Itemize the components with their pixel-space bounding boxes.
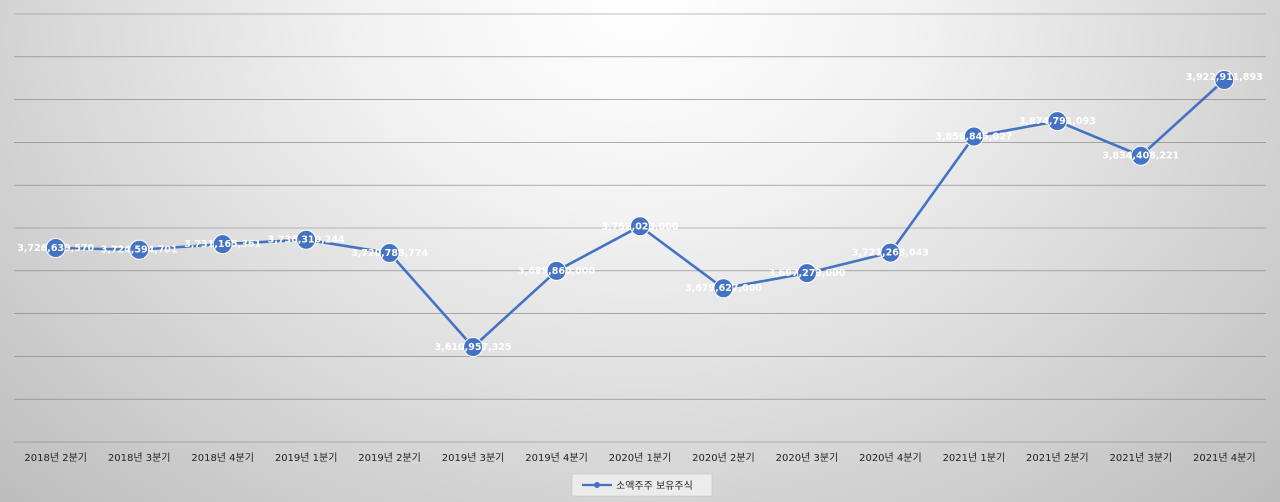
data-point <box>880 242 901 263</box>
x-tick-label: 2018년 3분기 <box>108 452 171 464</box>
data-label: 3,856,845,027 <box>935 132 1012 143</box>
legend-box <box>571 473 713 497</box>
data-label: 3,874,791,093 <box>1019 116 1096 127</box>
data-point <box>129 239 150 260</box>
x-tick-label: 2019년 3분기 <box>442 452 505 464</box>
x-tick-label: 2019년 2분기 <box>358 452 421 464</box>
data-label: 3,724,594,701 <box>101 245 178 256</box>
data-point <box>1214 69 1235 90</box>
x-tick-label: 2018년 2분기 <box>24 452 87 464</box>
data-label: 3,834,408,221 <box>1102 151 1179 162</box>
data-label: 3,736,310,244 <box>268 235 345 246</box>
series-line-group: 3,726,639,570 3,724,594,701 3,731,165,361 3… <box>17 69 1263 358</box>
x-axis: 2018년 2분기 2018년 3분기 2018년 4분기 2019년 1분기 2019… <box>24 452 1255 464</box>
data-label: 3,731,165,361 <box>184 239 261 250</box>
x-tick-label: 2020년 3분기 <box>776 452 839 464</box>
x-tick-label: 2020년 4분기 <box>859 452 922 464</box>
legend-marker-swatch <box>594 482 600 488</box>
data-point <box>630 216 650 237</box>
x-tick-label: 2018년 4분기 <box>191 452 254 464</box>
data-point <box>1047 111 1068 132</box>
data-point <box>713 278 734 299</box>
x-tick-label: 2019년 4분기 <box>525 452 588 464</box>
data-point <box>45 237 66 258</box>
data-label: 3,726,639,570 <box>17 243 94 254</box>
data-point <box>379 243 400 264</box>
data-label: 3,679,627,000 <box>685 283 762 294</box>
x-tick-label: 2019년 1분기 <box>275 452 338 464</box>
data-point <box>1130 145 1151 166</box>
x-tick-label: 2021년 4분기 <box>1193 452 1256 464</box>
legend-label: 소액주주 보유주식 <box>616 480 693 492</box>
data-label: 3,699,860,000 <box>518 266 595 277</box>
data-label: 3,922,911,893 <box>1186 72 1263 83</box>
data-label: 3,610,957,325 <box>435 342 512 353</box>
data-label: 3,721,268,043 <box>852 248 929 259</box>
data-point <box>546 260 567 281</box>
x-tick-label: 2020년 1분기 <box>609 452 672 464</box>
legend: 소액주주 보유주식 <box>571 473 713 497</box>
data-point <box>796 263 817 284</box>
data-point <box>463 337 484 358</box>
data-point <box>212 234 233 255</box>
x-tick-label: 2020년 2분기 <box>692 452 755 464</box>
data-point <box>963 126 984 147</box>
data-point <box>296 229 317 250</box>
data-label: 3,697,273,000 <box>768 268 845 279</box>
x-tick-label: 2021년 1분기 <box>943 452 1006 464</box>
data-label: 3,752,023,000 <box>602 221 679 232</box>
x-tick-label: 2021년 3분기 <box>1110 452 1173 464</box>
data-label: 3,720,788,774 <box>351 248 428 259</box>
x-tick-label: 2021년 2분기 <box>1026 452 1089 464</box>
